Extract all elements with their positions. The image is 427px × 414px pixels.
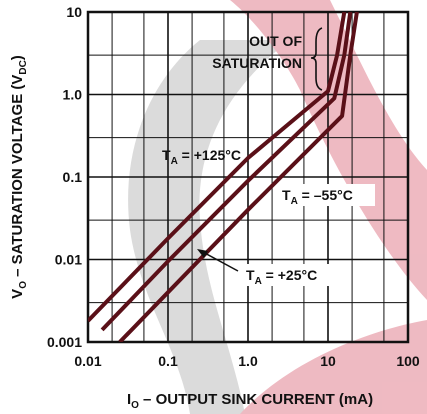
t25-pre: T xyxy=(246,267,255,283)
x-tick-label: 1.0 xyxy=(238,353,258,369)
grid xyxy=(88,12,408,342)
t125-post: = +125°C xyxy=(178,147,241,163)
y-tick-label: 0.01 xyxy=(55,252,82,268)
annotation-t-55: TA = –55°C xyxy=(282,187,353,207)
x-tick-label: 100 xyxy=(396,353,420,369)
y-axis-label-unit-sub: DC xyxy=(18,60,29,74)
t25-sub: A xyxy=(255,276,262,287)
x-axis-label-sub: O xyxy=(131,400,139,411)
t125-sub: A xyxy=(171,156,178,167)
annotation-t-25-bg xyxy=(243,264,335,286)
plot-frame xyxy=(86,10,410,344)
annotation-t-25-arrowhead xyxy=(197,249,208,258)
annotation-t-55-bg xyxy=(279,184,375,206)
tm55-sub: A xyxy=(291,196,298,207)
x-tick-labels: 0.01 0.1 1.0 10 100 xyxy=(74,353,420,369)
series-line-25c xyxy=(100,12,353,332)
series-line-125c xyxy=(88,12,347,323)
watermark-red-bottom xyxy=(240,320,427,414)
series-curves xyxy=(88,12,359,342)
saturation-bracket xyxy=(310,27,323,91)
y-axis-label-rest: – SATURATION VOLTAGE (V xyxy=(9,75,26,281)
y-axis-label: VO – SATURATION VOLTAGE (VDC) xyxy=(9,55,29,299)
x-axis-label-main: I xyxy=(127,391,131,408)
series-line-minus55c xyxy=(118,12,359,342)
y-tick-labels: 0.001 0.01 0.1 1.0 10 xyxy=(47,4,82,350)
tm55-pre: T xyxy=(282,187,291,203)
x-axis-label-rest: – OUTPUT SINK CURRENT (mA) xyxy=(139,391,373,408)
watermark-grey-swoosh xyxy=(128,40,290,414)
annotation-t-25: TA = +25°C xyxy=(246,267,317,287)
annotation-t-25-leader xyxy=(200,250,239,272)
y-axis-label-main: V xyxy=(9,289,26,299)
x-tick-label: 10 xyxy=(320,353,336,369)
y-tick-label: 10 xyxy=(66,4,82,20)
annotation-saturation: SATURATION xyxy=(212,55,302,71)
annotation-out-of: OUT OF xyxy=(249,33,302,49)
tm55-post: = –55°C xyxy=(298,187,353,203)
x-tick-label: 0.1 xyxy=(158,353,178,369)
y-tick-label: 1.0 xyxy=(63,87,83,103)
t125-pre: T xyxy=(162,147,171,163)
t25-post: = +25°C xyxy=(262,267,317,283)
y-axis-label-sub: O xyxy=(18,281,29,289)
y-tick-label: 0.001 xyxy=(47,334,82,350)
x-axis-label: IO – OUTPUT SINK CURRENT (mA) xyxy=(127,391,373,411)
y-tick-label: 0.1 xyxy=(63,169,83,185)
x-tick-label: 0.01 xyxy=(74,353,101,369)
annotation-t-125: TA = +125°C xyxy=(162,147,241,167)
y-axis-label-close: ) xyxy=(9,55,26,60)
